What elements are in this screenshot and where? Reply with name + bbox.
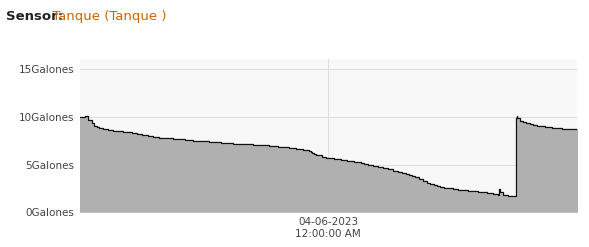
Text: Sensor:: Sensor: xyxy=(6,10,63,23)
Text: Tanque (Tanque ): Tanque (Tanque ) xyxy=(48,10,167,23)
